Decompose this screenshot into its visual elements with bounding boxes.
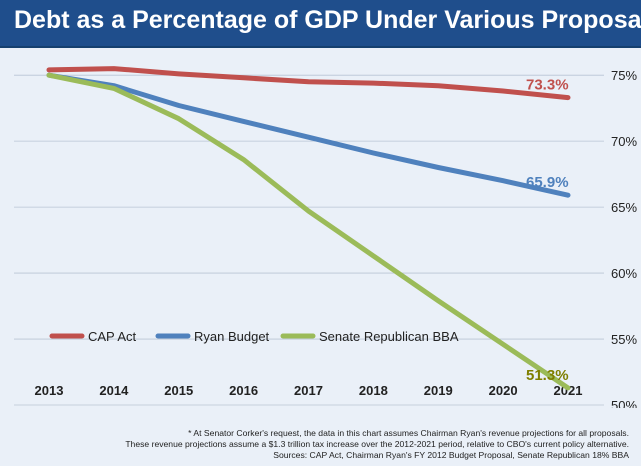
y-tick-label: 60% [611,266,637,281]
legend-label: CAP Act [88,329,137,344]
legend: CAP Act Ryan Budget Senate Republican BBA [49,329,459,344]
x-tick-label: 2016 [229,383,258,398]
footnote-line: * At Senator Corker's request, the data … [188,428,629,438]
x-tick-label: 2015 [164,383,193,398]
legend-label: Ryan Budget [194,329,270,344]
chart-title: Debt as a Percentage of GDP Under Variou… [14,6,641,34]
y-axis-ticks: 50% 55% 60% 65% 70% 75% [611,68,637,408]
end-label: 65.9% [526,174,569,191]
x-tick-label: 2021 [554,383,583,398]
title-bar: Debt as a Percentage of GDP Under Variou… [0,0,641,48]
series-line-ryan-budget [46,72,571,198]
line-chart: 50%55%60%65%70%75% 2013 2014 2015 2016 2017 2… [0,48,641,408]
y-tick-label: 50% [611,398,637,408]
x-tick-label: 2019 [424,383,453,398]
gridlines [14,74,604,406]
y-tick-label: 75% [611,68,637,83]
legend-label: Senate Republican BBA [319,329,459,344]
series-lines [46,66,571,391]
x-tick-label: 2013 [35,383,64,398]
end-label: 51.3% [526,367,569,384]
y-tick-label: 55% [611,332,637,347]
y-tick-label: 65% [611,200,637,215]
x-tick-label: 2020 [489,383,518,398]
footnote-line: Sources: CAP Act, Chairman Ryan's FY 201… [273,450,629,460]
footnote-line: These revenue projections assume a $1.3 … [125,439,629,449]
series-line-cap-act [46,66,571,101]
series-line-senate-republican-bba [46,72,571,391]
x-tick-label: 2014 [99,383,129,398]
end-labels: 73.3% 65.9% 51.3% [526,77,569,384]
x-tick-label: 2018 [359,383,388,398]
x-axis-ticks: 2013 2014 2015 2016 2017 2018 2019 2020 2021 [35,383,583,398]
end-label: 73.3% [526,77,569,94]
x-tick-label: 2017 [294,383,323,398]
y-tick-label: 70% [611,134,637,149]
chart-area: 50% 55% 60% 65% 70% 75% 2013 2014 2015 2016 2017 2… [0,48,641,408]
plot-background [0,48,641,408]
footnotes: * At Senator Corker's request, the data … [9,428,629,461]
